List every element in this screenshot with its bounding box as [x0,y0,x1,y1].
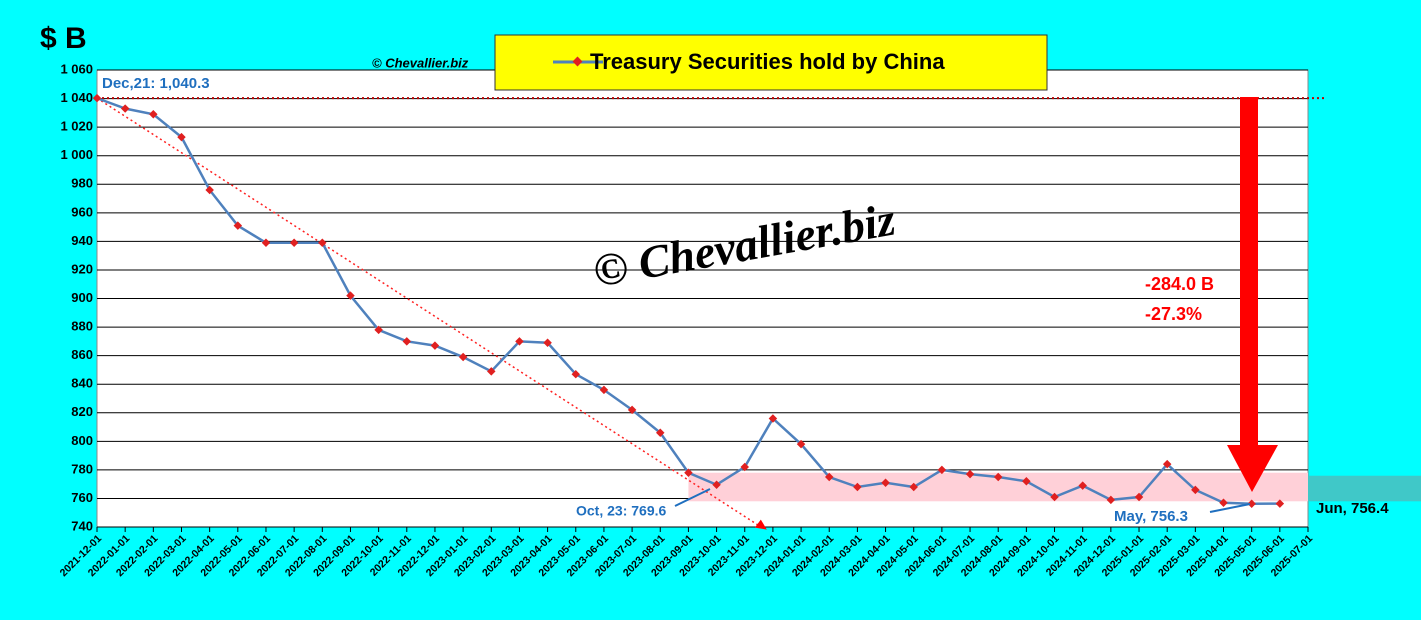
y-tick-label: 1 060 [60,61,93,76]
point [768,414,778,423]
point [487,367,496,376]
point [289,238,299,248]
point [1050,492,1059,502]
point [1162,459,1172,469]
point [740,462,749,472]
y-tick-label: 840 [71,376,93,391]
y-tick-label: 1 000 [60,147,93,162]
y-tick-label: 860 [71,347,93,362]
y-tick-label: 980 [71,176,93,191]
point [92,93,102,103]
point [684,468,693,477]
y-tick-label: 960 [71,204,93,219]
point [881,478,890,487]
point [1134,492,1144,502]
legend-marker [572,56,583,67]
y-tick-label: 760 [71,490,93,505]
point [824,472,834,482]
point [627,405,637,415]
annotation: -27.3% [1145,304,1202,324]
annotation: May, 756.3 [1114,508,1188,525]
point [318,238,327,248]
y-tick-label: 740 [71,518,93,533]
point [937,465,947,475]
point [656,428,665,437]
source: © Chevallier.biz [372,55,469,70]
point [1247,499,1256,508]
y-tick-label: 880 [71,319,93,334]
point [205,185,214,195]
point [402,337,412,346]
y-tick-label: 1 040 [60,90,93,105]
annotation: Oct, 23: 769.6 [576,503,666,519]
point [149,110,158,119]
point [458,352,468,362]
point [796,439,806,449]
point [233,221,243,230]
annotation: Dec,21: 1,040.3 [102,75,210,92]
point [909,482,918,492]
y-tick-label: 1 020 [60,119,93,134]
point [1219,498,1228,507]
pointer [1209,503,1251,513]
point [965,469,975,479]
point [515,337,524,346]
point [1106,495,1116,505]
point [599,385,609,395]
point [346,291,355,300]
marks [92,93,1285,508]
legend-label: Treasury Securities hold by China [590,49,945,74]
y-tick-label: 900 [71,290,93,305]
y-axis-label: $ B [40,22,87,55]
point [261,238,271,248]
trend-arrow [754,519,767,530]
point [1191,485,1200,495]
y-tick-label: 940 [71,233,93,248]
y-tick-label: 800 [71,433,93,448]
point [543,338,552,348]
y-tick-label: 920 [71,261,93,276]
trend-line [96,97,760,527]
point [993,472,1003,482]
annotation: -284.0 B [1145,274,1214,294]
arrow-shaft [1240,97,1258,445]
point [853,482,862,492]
arrow-head [1227,445,1278,492]
point [1275,499,1285,508]
range-band-ext [1308,475,1421,502]
point [1078,481,1087,490]
point [712,480,721,489]
point [177,132,186,142]
decorations [96,97,1421,530]
point [374,325,383,335]
annotation: Jun, 756.4 [1316,500,1389,517]
y-tick-label: 820 [71,404,93,419]
point [571,369,581,379]
y-tick-label: 780 [71,461,93,476]
point [430,341,440,350]
point [1022,477,1031,486]
pointer [674,488,711,507]
